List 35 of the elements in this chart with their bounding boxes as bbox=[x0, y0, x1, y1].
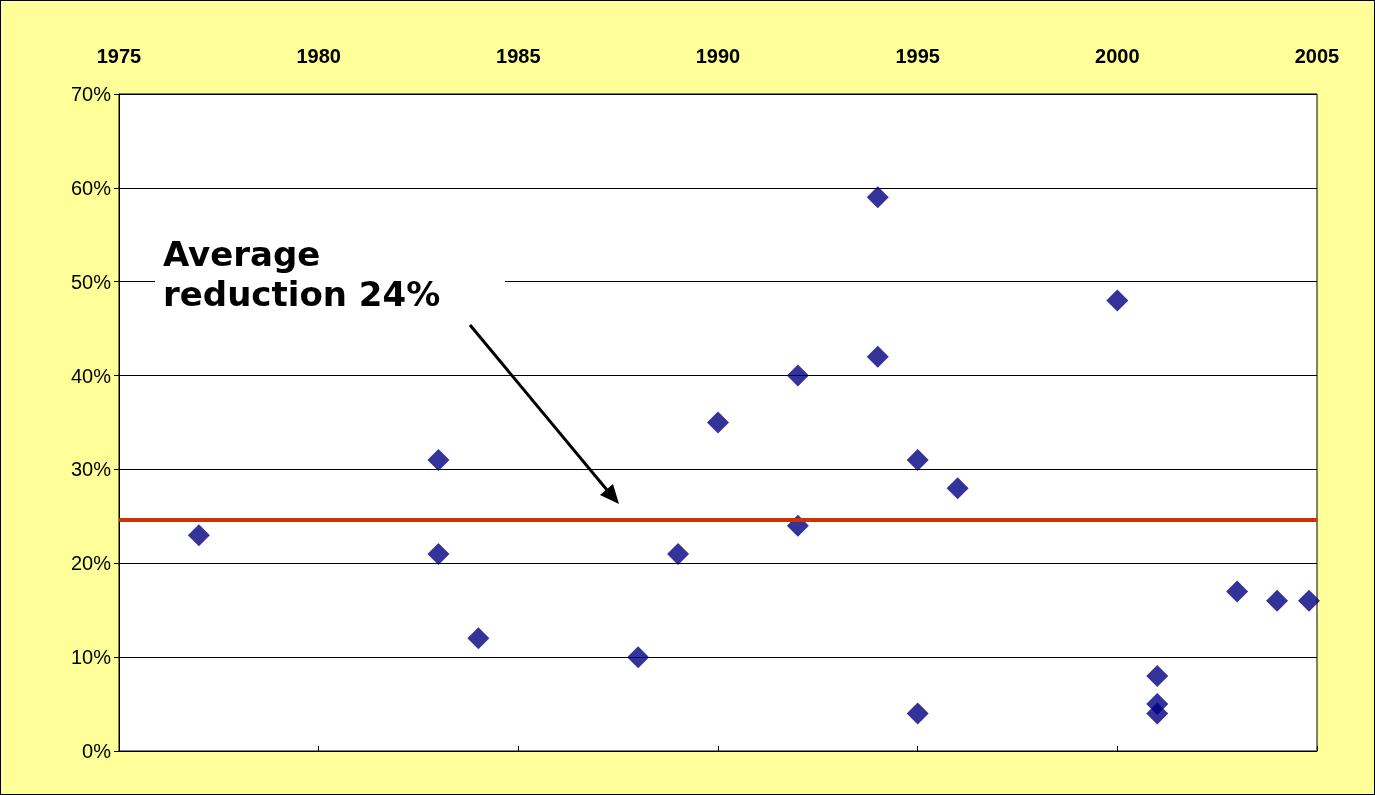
point bbox=[627, 646, 650, 669]
x-tick-label: 1980 bbox=[296, 45, 341, 67]
x-tick-label: 1975 bbox=[96, 45, 142, 67]
point bbox=[906, 702, 929, 725]
y-tick-label: 20% bbox=[70, 552, 112, 575]
point bbox=[906, 449, 929, 472]
point bbox=[667, 542, 690, 565]
point bbox=[866, 345, 889, 368]
y-tick-label: 30% bbox=[70, 458, 112, 481]
point bbox=[427, 542, 450, 565]
x-tick-label: 1990 bbox=[695, 45, 741, 67]
point bbox=[467, 627, 490, 650]
y-tick-label: 60% bbox=[70, 176, 112, 199]
point bbox=[1266, 589, 1289, 612]
point bbox=[1226, 580, 1249, 603]
y-tick-label: 10% bbox=[70, 646, 112, 669]
y-tick-label: 50% bbox=[70, 270, 112, 293]
x-tick-label: 2000 bbox=[1095, 45, 1140, 67]
point bbox=[427, 449, 450, 472]
point bbox=[946, 477, 969, 500]
point bbox=[187, 524, 210, 547]
y-tick-label: 0% bbox=[82, 740, 112, 762]
point bbox=[1146, 664, 1169, 687]
x-tick-label: 1985 bbox=[496, 45, 541, 67]
point bbox=[707, 411, 729, 434]
x-tick-label: 1995 bbox=[895, 45, 940, 67]
point bbox=[1298, 589, 1321, 612]
point bbox=[786, 364, 809, 387]
point bbox=[866, 186, 889, 209]
point bbox=[1146, 702, 1169, 725]
y-tick-label: 70% bbox=[70, 83, 112, 105]
point bbox=[1106, 289, 1129, 312]
x-tick-label: 2005 bbox=[1294, 45, 1340, 67]
y-tick-label: 40% bbox=[70, 364, 112, 387]
annotation: Average reduction 24% bbox=[163, 234, 441, 314]
